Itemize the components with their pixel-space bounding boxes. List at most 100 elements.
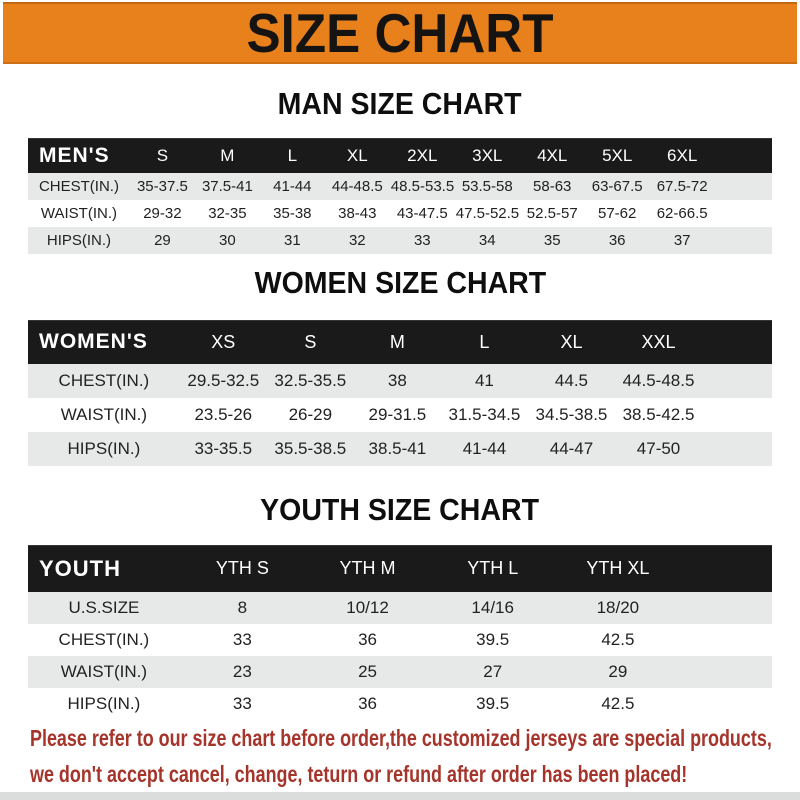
banner-title: SIZE CHART bbox=[246, 2, 554, 64]
size-value-cell: 48.5-53.5 bbox=[389, 173, 455, 200]
size-header-row: MEN'S S M L XL 2XL 3XL 4XL 5XL 6XL bbox=[28, 138, 772, 173]
size-column-header: 3XL bbox=[454, 138, 520, 173]
row-spacer bbox=[714, 200, 772, 227]
row-spacer bbox=[714, 173, 772, 200]
size-value-cell: 58-63 bbox=[519, 173, 585, 200]
table-row: WAIST(IN.) 23 25 27 29 bbox=[28, 656, 772, 688]
order-notice-line1: Please refer to our size chart before or… bbox=[30, 725, 772, 751]
row-spacer bbox=[702, 432, 772, 466]
table-row: CHEST(IN.) 35-37.5 37.5-41 41-44 44-48.5 48.5… bbox=[28, 173, 772, 200]
size-value-cell: 38-43 bbox=[324, 200, 390, 227]
size-column-header: YTH S bbox=[179, 545, 305, 592]
size-value-cell: 32 bbox=[324, 227, 390, 254]
size-chart-banner: SIZE CHART bbox=[3, 2, 797, 64]
size-column-header: M bbox=[194, 138, 260, 173]
size-value-cell: 38.5-42.5 bbox=[615, 398, 703, 432]
size-value-cell: 29.5-32.5 bbox=[179, 364, 267, 398]
size-value-cell: 41-44 bbox=[440, 432, 528, 466]
size-column-header: 5XL bbox=[584, 138, 650, 173]
size-value-cell: 33-35.5 bbox=[179, 432, 267, 466]
youth-size-chart-heading: YOUTH SIZE CHART bbox=[260, 492, 540, 527]
size-value-cell: 47.5-52.5 bbox=[454, 200, 520, 227]
size-value-cell: 33 bbox=[179, 624, 305, 656]
size-value-cell: 14/16 bbox=[430, 592, 556, 624]
size-column-header: YTH M bbox=[304, 545, 431, 592]
size-value-cell: 39.5 bbox=[430, 688, 556, 720]
corner-label: WOMEN'S bbox=[28, 320, 180, 364]
man-size-chart-heading: MAN SIZE CHART bbox=[277, 86, 523, 121]
table-row: HIPS(IN.) 33-35.5 35.5-38.5 38.5-41 41-44 44-… bbox=[28, 432, 772, 466]
size-value-cell: 38 bbox=[353, 364, 441, 398]
row-label: U.S.SIZE bbox=[28, 592, 180, 624]
size-value-cell: 44-48.5 bbox=[324, 173, 390, 200]
corner-label: YOUTH bbox=[28, 545, 180, 592]
size-value-cell: 63-67.5 bbox=[584, 173, 650, 200]
size-column-header: YTH XL bbox=[555, 545, 681, 592]
size-value-cell: 23 bbox=[179, 656, 305, 688]
row-label: CHEST(IN.) bbox=[28, 364, 180, 398]
size-column-header: M bbox=[353, 320, 441, 364]
size-value-cell: 32-35 bbox=[194, 200, 260, 227]
size-value-cell: 38.5-41 bbox=[353, 432, 441, 466]
size-value-cell: 37.5-41 bbox=[194, 173, 260, 200]
order-notice-line2: we don't accept cancel, change, teturn o… bbox=[30, 761, 688, 787]
row-spacer bbox=[702, 398, 772, 432]
row-spacer bbox=[680, 688, 772, 720]
size-value-cell: 35-37.5 bbox=[129, 173, 195, 200]
size-value-cell: 31.5-34.5 bbox=[440, 398, 528, 432]
size-value-cell: 44.5 bbox=[527, 364, 615, 398]
size-value-cell: 36 bbox=[304, 688, 431, 720]
size-value-cell: 33 bbox=[389, 227, 455, 254]
women-size-table: WOMEN'S XS S M L XL XXL CHEST(IN.) 29.5-32.5 32.5… bbox=[28, 320, 772, 466]
size-column-header: 6XL bbox=[649, 138, 715, 173]
table-row: HIPS(IN.) 29 30 31 32 33 34 35 36 37 bbox=[28, 227, 772, 254]
row-label: HIPS(IN.) bbox=[28, 227, 130, 254]
header-spacer bbox=[702, 320, 772, 364]
size-value-cell: 29 bbox=[555, 656, 681, 688]
row-label: WAIST(IN.) bbox=[28, 398, 180, 432]
size-value-cell: 62-66.5 bbox=[649, 200, 715, 227]
row-label: HIPS(IN.) bbox=[28, 432, 180, 466]
size-value-cell: 41 bbox=[440, 364, 528, 398]
size-value-cell: 25 bbox=[304, 656, 431, 688]
size-value-cell: 36 bbox=[584, 227, 650, 254]
women-size-chart-heading: WOMEN SIZE CHART bbox=[254, 265, 546, 300]
table-row: U.S.SIZE 8 10/12 14/16 18/20 bbox=[28, 592, 772, 624]
size-value-cell: 8 bbox=[179, 592, 305, 624]
size-value-cell: 32.5-35.5 bbox=[266, 364, 354, 398]
men-size-table: MEN'S S M L XL 2XL 3XL 4XL 5XL 6XL CHEST(IN.) 35-37… bbox=[28, 138, 772, 254]
size-column-header: L bbox=[259, 138, 325, 173]
size-value-cell: 36 bbox=[304, 624, 431, 656]
size-value-cell: 23.5-26 bbox=[179, 398, 267, 432]
header-spacer bbox=[680, 545, 772, 592]
size-column-header: XL bbox=[324, 138, 390, 173]
table-row: CHEST(IN.) 33 36 39.5 42.5 bbox=[28, 624, 772, 656]
size-value-cell: 31 bbox=[259, 227, 325, 254]
size-value-cell: 35.5-38.5 bbox=[266, 432, 354, 466]
size-value-cell: 35 bbox=[519, 227, 585, 254]
row-spacer bbox=[680, 592, 772, 624]
size-value-cell: 52.5-57 bbox=[519, 200, 585, 227]
size-column-header: XS bbox=[179, 320, 267, 364]
row-label: HIPS(IN.) bbox=[28, 688, 180, 720]
size-value-cell: 34 bbox=[454, 227, 520, 254]
size-value-cell: 30 bbox=[194, 227, 260, 254]
row-label: WAIST(IN.) bbox=[28, 200, 130, 227]
size-value-cell: 44.5-48.5 bbox=[615, 364, 703, 398]
row-label: CHEST(IN.) bbox=[28, 624, 180, 656]
table-row: WAIST(IN.) 23.5-26 26-29 29-31.5 31.5-34.5 34… bbox=[28, 398, 772, 432]
size-value-cell: 53.5-58 bbox=[454, 173, 520, 200]
size-value-cell: 26-29 bbox=[266, 398, 354, 432]
size-column-header: 2XL bbox=[389, 138, 455, 173]
size-value-cell: 34.5-38.5 bbox=[527, 398, 615, 432]
size-value-cell: 57-62 bbox=[584, 200, 650, 227]
size-value-cell: 43-47.5 bbox=[389, 200, 455, 227]
size-value-cell: 35-38 bbox=[259, 200, 325, 227]
row-label: WAIST(IN.) bbox=[28, 656, 180, 688]
table-row: WAIST(IN.) 29-32 32-35 35-38 38-43 43-47.5 47.… bbox=[28, 200, 772, 227]
order-notice: Please refer to our size chart before or… bbox=[30, 722, 800, 794]
size-value-cell: 44-47 bbox=[527, 432, 615, 466]
youth-size-table: YOUTH YTH S YTH M YTH L YTH XL U.S.SIZE 8 10/12… bbox=[28, 545, 772, 720]
size-column-header: S bbox=[266, 320, 354, 364]
